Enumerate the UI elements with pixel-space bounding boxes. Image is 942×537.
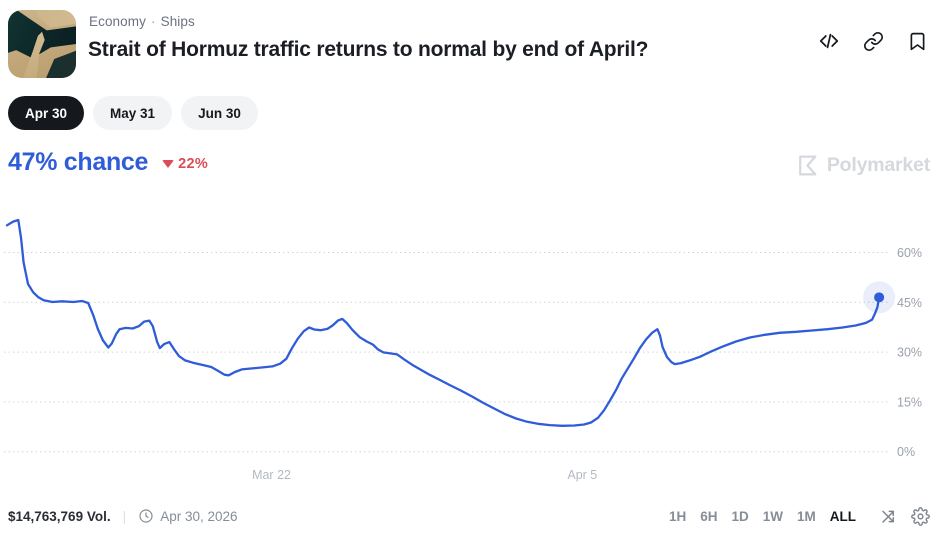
x-axis-label-apr-5: Apr 5 [567, 468, 597, 482]
change-badge: 22% [162, 156, 208, 172]
footer-divider: | [122, 508, 127, 524]
breadcrumb-separator: · [150, 14, 156, 29]
watermark-label: Polymarket [826, 154, 930, 176]
breadcrumb-subcategory[interactable]: Ships [160, 14, 195, 29]
expand-chart-icon[interactable] [876, 504, 900, 528]
y-axis-label-45%: 45% [897, 296, 922, 310]
volume-label: $14,763,769 Vol. [8, 508, 111, 524]
y-axis-label-60%: 60% [897, 246, 922, 260]
breadcrumb: Economy · Ships [89, 14, 195, 29]
footer-left: $14,763,769 Vol. | Apr 30, 2026 [8, 501, 238, 531]
thumbnail-coast-shape [35, 10, 76, 28]
time-range-selector: 1H 6H 1D 1W 1M ALL [665, 506, 860, 527]
x-axis-label-mar-22: Mar 22 [252, 468, 291, 482]
page-title: Strait of Hormuz traffic returns to norm… [88, 38, 649, 61]
y-axis-label-15%: 15% [897, 395, 922, 409]
triangle-down-icon [162, 160, 175, 168]
outcome-tabs: Apr 30 May 31 Jun 30 [8, 96, 258, 130]
outcome-tab-may-31[interactable]: May 31 [93, 96, 173, 130]
y-axis-label-0%: 0% [897, 445, 915, 459]
embed-code-icon[interactable] [816, 28, 842, 54]
outcome-tab-apr-30[interactable]: Apr 30 [8, 96, 85, 130]
market-thumbnail [8, 10, 76, 78]
chance-row: 47% chance 22% [8, 148, 208, 177]
range-1w[interactable]: 1W [762, 508, 783, 524]
price-line [5, 218, 881, 427]
change-value: 22% [178, 156, 209, 172]
bookmark-icon[interactable] [904, 28, 930, 54]
chance-value: 47% chance [8, 148, 149, 176]
range-1m[interactable]: 1M [796, 508, 816, 524]
clock-icon [138, 508, 154, 524]
outcome-tab-jun-30[interactable]: Jun 30 [181, 96, 258, 130]
header-actions [816, 28, 930, 54]
current-point-dot [874, 292, 885, 303]
range-6h[interactable]: 6H [700, 508, 718, 524]
polymarket-watermark: Polymarket [795, 153, 930, 178]
range-1d[interactable]: 1D [731, 508, 749, 524]
y-axis-label-30%: 30% [897, 346, 922, 360]
settings-gear-icon[interactable] [908, 504, 932, 528]
end-date-label: Apr 30, 2026 [160, 508, 238, 524]
range-1h[interactable]: 1H [668, 508, 687, 524]
copy-link-icon[interactable] [860, 28, 886, 54]
price-chart[interactable]: 60% 45% 30% 15% 0% Mar 22 Apr 5 [0, 205, 942, 495]
range-all[interactable]: ALL [829, 508, 856, 524]
footer-right: 1H 6H 1D 1W 1M ALL [665, 501, 932, 531]
polymarket-logo-icon [798, 155, 817, 176]
chart-footer: $14,763,769 Vol. | Apr 30, 2026 1H 6H 1D 1W… [0, 501, 942, 531]
breadcrumb-category[interactable]: Economy [89, 14, 146, 29]
